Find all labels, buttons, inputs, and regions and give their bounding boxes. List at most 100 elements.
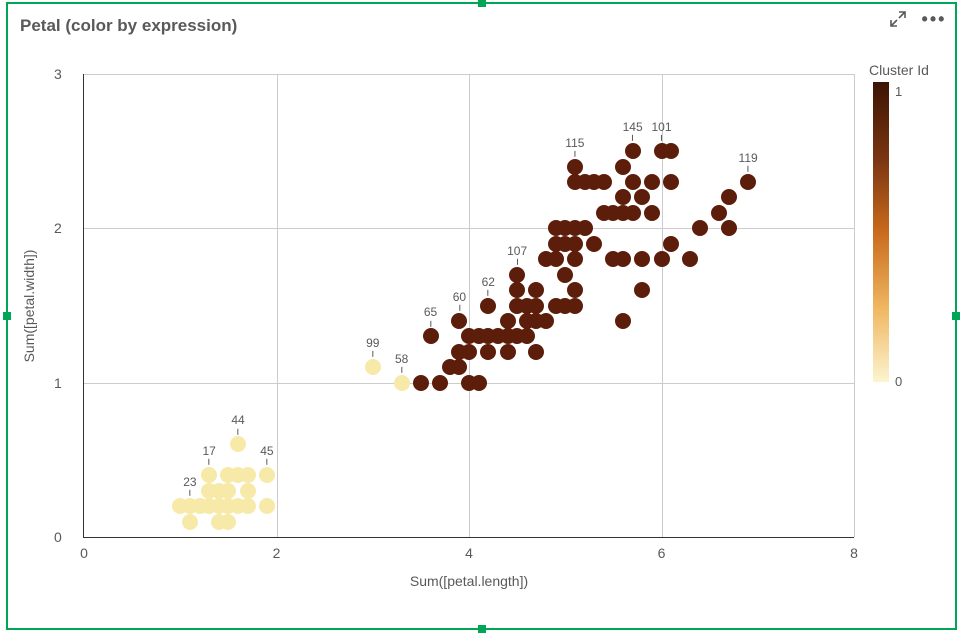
scatter-point[interactable] <box>721 220 737 236</box>
scatter-point-label: 45 <box>260 445 273 465</box>
scatter-point[interactable] <box>394 375 410 391</box>
scatter-point[interactable] <box>528 282 544 298</box>
scatter-point[interactable] <box>480 298 496 314</box>
scatter-point[interactable] <box>663 236 679 252</box>
scatter-point[interactable] <box>567 282 583 298</box>
scatter-point[interactable] <box>259 467 275 483</box>
scatter-point[interactable] <box>625 143 641 159</box>
scatter-point[interactable] <box>509 267 525 283</box>
scatter-point[interactable] <box>634 251 650 267</box>
scatter-point[interactable] <box>230 436 246 452</box>
scatter-point[interactable] <box>220 514 236 530</box>
legend-gradient <box>873 82 889 382</box>
scatter-point[interactable] <box>500 313 516 329</box>
more-options-icon[interactable]: ••• <box>925 10 943 28</box>
color-legend: Cluster Id 1 0 <box>869 62 939 382</box>
scatter-point[interactable] <box>451 313 467 329</box>
legend-min-label: 0 <box>895 374 902 389</box>
scatter-point[interactable] <box>240 498 256 514</box>
chart-title-bar: Petal (color by expression) ••• <box>20 10 943 42</box>
expand-icon[interactable] <box>889 10 907 28</box>
x-tick-label: 8 <box>850 545 858 561</box>
scatter-point[interactable] <box>634 282 650 298</box>
scatter-point-label: 99 <box>366 337 379 357</box>
scatter-point[interactable] <box>663 143 679 159</box>
resize-handle-bottom[interactable] <box>478 625 486 633</box>
scatter-point[interactable] <box>538 313 554 329</box>
scatter-point[interactable] <box>586 236 602 252</box>
scatter-point[interactable] <box>625 174 641 190</box>
scatter-point-label: 65 <box>424 306 437 326</box>
x-axis-label: Sum([petal.length]) <box>410 573 528 589</box>
scatter-point[interactable] <box>259 498 275 514</box>
gridline-vertical <box>277 74 278 537</box>
resize-handle-top[interactable] <box>478 0 486 7</box>
y-tick-label: 0 <box>54 529 62 545</box>
scatter-point[interactable] <box>644 205 660 221</box>
x-tick-label: 6 <box>658 545 666 561</box>
y-tick-label: 1 <box>54 375 62 391</box>
resize-handle-left[interactable] <box>3 312 11 320</box>
scatter-point[interactable] <box>567 251 583 267</box>
scatter-point[interactable] <box>615 313 631 329</box>
resize-handle-right[interactable] <box>952 312 960 320</box>
scatter-point[interactable] <box>365 359 381 375</box>
scatter-point[interactable] <box>577 220 593 236</box>
scatter-point[interactable] <box>615 189 631 205</box>
scatter-point[interactable] <box>423 328 439 344</box>
scatter-point[interactable] <box>654 251 670 267</box>
scatter-point[interactable] <box>567 236 583 252</box>
x-tick-label: 2 <box>273 545 281 561</box>
scatter-point-label: 107 <box>507 244 527 264</box>
scatter-point[interactable] <box>182 514 198 530</box>
scatter-point[interactable] <box>201 467 217 483</box>
scatter-point[interactable] <box>240 483 256 499</box>
scatter-point[interactable] <box>471 375 487 391</box>
scatter-point[interactable] <box>663 174 679 190</box>
scatter-point[interactable] <box>682 251 698 267</box>
y-tick-label: 2 <box>54 220 62 236</box>
gridline-vertical <box>469 74 470 537</box>
scatter-point[interactable] <box>480 344 496 360</box>
scatter-point[interactable] <box>721 189 737 205</box>
scatter-point[interactable] <box>615 159 631 175</box>
scatter-point-label: 115 <box>565 136 584 156</box>
scatter-point[interactable] <box>413 375 429 391</box>
scatter-point[interactable] <box>644 174 660 190</box>
scatter-point[interactable] <box>220 483 236 499</box>
scatter-point[interactable] <box>711 205 727 221</box>
scatter-point[interactable] <box>432 375 448 391</box>
scatter-point[interactable] <box>634 189 650 205</box>
y-tick-label: 3 <box>54 66 62 82</box>
scatter-point[interactable] <box>567 298 583 314</box>
gridline-vertical <box>854 74 855 537</box>
x-tick-label: 0 <box>80 545 88 561</box>
scatter-point[interactable] <box>548 251 564 267</box>
scatter-point-label: 60 <box>453 291 466 311</box>
scatter-point[interactable] <box>692 220 708 236</box>
scatter-point[interactable] <box>567 159 583 175</box>
scatter-point[interactable] <box>528 344 544 360</box>
scatter-point[interactable] <box>509 282 525 298</box>
x-tick-label: 4 <box>465 545 473 561</box>
scatter-point-label: 101 <box>651 121 671 141</box>
scatter-point[interactable] <box>740 174 756 190</box>
scatter-point[interactable] <box>625 205 641 221</box>
scatter-point-label: 119 <box>739 152 758 172</box>
chart-selection-frame[interactable]: Petal (color by expression) ••• Sum([pet… <box>6 2 957 630</box>
scatter-point[interactable] <box>461 344 477 360</box>
scatter-point[interactable] <box>557 267 573 283</box>
scatter-point[interactable] <box>519 328 535 344</box>
scatter-point-label: 23 <box>183 476 196 496</box>
chart-title: Petal (color by expression) <box>20 16 237 36</box>
scatter-plot-area[interactable]: Sum([petal.length]) Sum([petal.width]) 0… <box>83 74 854 538</box>
legend-max-label: 1 <box>895 84 902 99</box>
scatter-point-label: 62 <box>482 275 495 295</box>
scatter-point[interactable] <box>596 174 612 190</box>
scatter-point[interactable] <box>500 344 516 360</box>
scatter-point[interactable] <box>240 467 256 483</box>
scatter-point[interactable] <box>615 251 631 267</box>
scatter-point[interactable] <box>451 359 467 375</box>
gridline-horizontal <box>84 228 854 229</box>
scatter-point[interactable] <box>528 298 544 314</box>
